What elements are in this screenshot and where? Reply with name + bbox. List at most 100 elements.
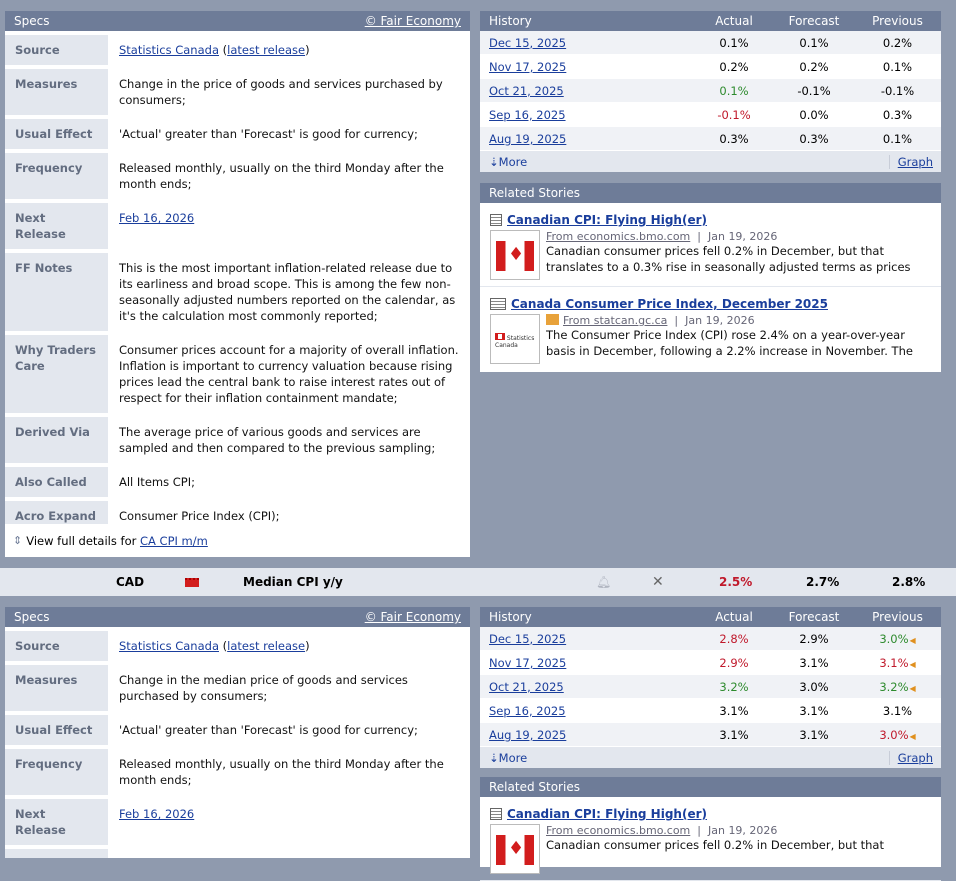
history-previous: 3.1% [879, 655, 909, 670]
related-header: Related Stories [480, 777, 941, 797]
statcan-thumbnail[interactable]: Statistics Canada [490, 314, 540, 364]
history-previous: 0.1% [882, 59, 913, 74]
col-actual: Actual [715, 14, 753, 28]
history-date-link[interactable]: Sep 16, 2025 [489, 703, 566, 718]
history-row: Aug 19, 2025 0.3% 0.3% 0.1% [480, 127, 941, 151]
source-link[interactable]: Statistics Canada [119, 43, 219, 57]
history-row: Dec 15, 2025 0.1% 0.1% 0.2% [480, 31, 941, 55]
history-date-link[interactable]: Dec 15, 2025 [489, 631, 567, 646]
full-details-link[interactable]: CA CPI m/m [139, 533, 208, 548]
col-actual: Actual [715, 610, 753, 624]
history-date-link[interactable]: Aug 19, 2025 [489, 727, 567, 742]
history-previous: 3.0% [879, 631, 909, 646]
related-stories-panel: Related Stories Canadian CPI: Flying Hig… [480, 183, 941, 372]
story-source-link[interactable]: From economics.bmo.com [546, 230, 691, 243]
spec-label: FF Notes [5, 253, 108, 331]
fair-economy-link[interactable]: © Fair Economy [364, 14, 461, 28]
spec-value: This is the most important inflation-rel… [119, 261, 456, 323]
latest-release-link[interactable]: latest release [227, 43, 306, 57]
spec-row-next-release: Next Release Feb 16, 2026 [5, 799, 470, 845]
history-panel: History Actual Forecast Previous Dec 15,… [480, 11, 941, 172]
spec-value: Change in the median price of goods and … [119, 673, 408, 703]
history-date-link[interactable]: Oct 21, 2025 [489, 83, 564, 98]
story-date: Jan 19, 2026 [707, 230, 778, 243]
spec-label: Usual Effect [5, 119, 108, 149]
spec-value: Change in the price of goods and service… [119, 77, 443, 107]
story-snippet: Canadian consumer prices fell 0.2% in De… [546, 838, 884, 852]
source-link[interactable]: Statistics Canada [119, 639, 219, 653]
history-date-link[interactable]: Aug 19, 2025 [489, 131, 567, 146]
alert-bell-icon[interactable]: 🔔︎ [596, 575, 612, 589]
more-button[interactable]: ⇣More [489, 155, 527, 169]
story-title-link[interactable]: Canada Consumer Price Index, December 20… [511, 297, 828, 311]
spec-row-source: Source Statistics Canada (latest release… [5, 631, 470, 661]
down-arrow-icon: ⇣ [489, 750, 499, 765]
expand-arrows-icon: ⇕ [13, 534, 23, 547]
rss-feed-icon [546, 314, 559, 325]
spec-value: Released monthly, usually on the third M… [119, 757, 444, 787]
revision-icon: ◀ [909, 731, 916, 741]
story-source-link[interactable]: From economics.bmo.com [546, 824, 691, 837]
canada-flag-thumbnail[interactable] [490, 824, 540, 874]
history-previous: -0.1% [880, 83, 915, 98]
view-full-details: ⇕ View full details for CA CPI m/m [5, 524, 470, 557]
more-button[interactable]: ⇣More [489, 751, 527, 765]
history-date-link[interactable]: Dec 15, 2025 [489, 35, 567, 50]
history-date-link[interactable]: Sep 16, 2025 [489, 107, 566, 122]
graph-link[interactable]: Graph [888, 750, 933, 765]
story-source-link[interactable]: From statcan.gc.ca [563, 314, 668, 327]
related-stories-panel: Related Stories Canadian CPI: Flying Hig… [480, 777, 941, 881]
fair-economy-link[interactable]: © Fair Economy [364, 610, 461, 624]
history-actual: 2.9% [719, 655, 749, 670]
history-previous: 3.1% [882, 703, 913, 718]
history-row: Aug 19, 2025 3.1% 3.1% 3.0%◀ [480, 723, 941, 747]
story-title-link[interactable]: Canadian CPI: Flying High(er) [507, 213, 707, 227]
history-date-link[interactable]: Oct 21, 2025 [489, 679, 564, 694]
history-date-link[interactable]: Nov 17, 2025 [489, 59, 567, 74]
spec-row-why-traders-care: Why Traders Care Consumer prices account… [5, 335, 470, 413]
history-forecast: -0.1% [797, 83, 831, 98]
spec-label: Source [5, 35, 108, 65]
history-actual: 3.2% [719, 679, 749, 694]
calendar-event-row[interactable]: CAD Median CPI y/y 🔔︎ ✕ 2.5% 2.7% 2.8% [0, 568, 956, 596]
spec-value: Consumer Price Index (CPI); [119, 509, 280, 523]
canada-flag-thumbnail[interactable] [490, 230, 540, 280]
story-title-link[interactable]: Canadian CPI: Flying High(er) [507, 807, 707, 821]
latest-release-link[interactable]: latest release [227, 639, 306, 653]
event-name[interactable]: Median CPI y/y [243, 575, 343, 589]
history-actual: 0.1% [719, 83, 749, 98]
specs-panel: Specs © Fair Economy Source Statistics C… [5, 607, 470, 858]
spec-label: Frequency [5, 749, 108, 795]
spec-label: Frequency [5, 153, 108, 199]
history-actual: 0.3% [719, 131, 749, 146]
history-title: History [489, 610, 532, 624]
history-forecast: 0.2% [799, 59, 829, 74]
story-item: Canada Consumer Price Index, December 20… [480, 287, 941, 370]
spec-label: Usual Effect [5, 715, 108, 745]
related-title: Related Stories [489, 186, 580, 200]
spec-label: Measures [5, 665, 108, 711]
article-icon [490, 298, 506, 310]
spec-row-usual-effect: Usual Effect 'Actual' greater than 'Fore… [5, 715, 470, 745]
event-detail-cpi-mm: Specs © Fair Economy Source Statistics C… [0, 0, 956, 568]
history-date-link[interactable]: Nov 17, 2025 [489, 655, 567, 670]
spec-label: Measures [5, 69, 108, 115]
spec-row-frequency: Frequency Released monthly, usually on t… [5, 153, 470, 199]
spec-row-source: Source Statistics Canada (latest release… [5, 35, 470, 65]
spec-value: Statistics Canada (latest release) [119, 639, 310, 653]
next-release-link[interactable]: Feb 16, 2026 [119, 807, 195, 821]
history-previous: 0.2% [882, 35, 913, 50]
history-actual: 2.8% [719, 631, 749, 646]
spec-value: Feb 16, 2026 [108, 203, 470, 249]
revision-icon: ◀ [909, 683, 916, 693]
history-previous: 0.3% [882, 107, 913, 122]
high-impact-icon [185, 578, 199, 587]
spec-value: Statistics Canada (latest release) [119, 43, 310, 57]
story-item: Canadian CPI: Flying High(er) From econo… [480, 797, 941, 881]
history-actual: -0.1% [717, 107, 751, 122]
history-forecast: 3.1% [799, 655, 829, 670]
graph-link[interactable]: Graph [888, 154, 933, 169]
next-release-link[interactable]: Feb 16, 2026 [119, 211, 195, 225]
close-detail-icon[interactable]: ✕ [652, 574, 664, 590]
spec-row-frequency: Frequency Released monthly, usually on t… [5, 749, 470, 795]
